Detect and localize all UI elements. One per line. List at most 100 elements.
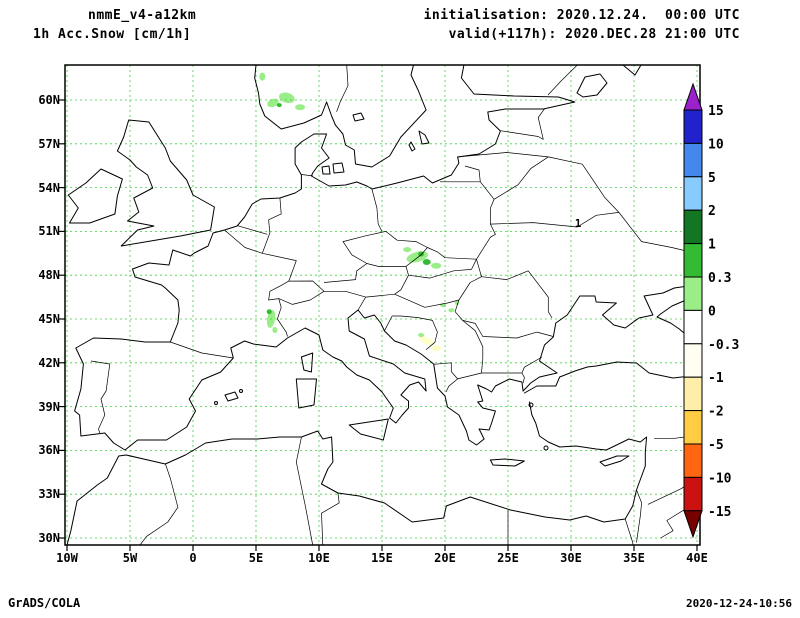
border-ukraine-hungary	[476, 259, 482, 277]
snow-patch-czechia-slovakia	[422, 259, 431, 266]
y-tick-label: 30N	[38, 531, 60, 545]
y-tick-label: 36N	[38, 443, 60, 458]
border-croatia-bosnia	[384, 315, 438, 350]
border-slovenia-austria	[357, 296, 367, 311]
border-poland-east	[440, 181, 496, 260]
border-spain-france	[170, 341, 234, 359]
y-tick-label: 54N	[38, 180, 60, 195]
lake-vanern	[352, 112, 365, 122]
border-switzerland	[268, 280, 325, 305]
island-zealand	[332, 162, 345, 174]
snow-patch-montenegro	[419, 336, 435, 346]
island-gotland	[418, 130, 430, 145]
snow-patch-southern-norway	[295, 104, 306, 111]
model-name: nmmE_v4-a12km	[88, 8, 197, 23]
border-turkey-greece	[521, 372, 525, 384]
island-sardinia	[295, 378, 317, 409]
border-turkey-bulgaria	[521, 356, 543, 374]
valid-time-text: valid(+117h): 2020.DEC.28 21:00 UTC	[448, 27, 740, 42]
border-lithuania-belarus	[493, 156, 549, 200]
x-tick-label: 40E	[686, 551, 708, 565]
x-tick-label: 15E	[371, 551, 393, 565]
colorbar-arrow-bottom	[683, 510, 703, 539]
colorbar-tick-label: 0.3	[708, 271, 731, 286]
border-israel-jordan	[636, 489, 642, 543]
x-tick-label: 30E	[560, 551, 582, 565]
border-hungary-croatia-serbia	[394, 293, 459, 308]
colorbar-tick-label: 1	[708, 238, 716, 253]
coastlines-layer	[66, 64, 700, 546]
border-czechia	[342, 231, 428, 267]
snow-patch-banat	[448, 308, 455, 313]
lake-onega	[622, 64, 642, 76]
colorbar-tick-label: 5	[708, 171, 716, 186]
coastline-mediterranean-north	[124, 309, 524, 451]
x-tick-label: 25E	[497, 551, 519, 565]
border-romania-west-danube	[454, 299, 554, 339]
colorbar-arrow-top	[683, 82, 703, 111]
coastline-blacksea-west	[522, 285, 700, 392]
axis-ticks-layer	[59, 99, 698, 551]
colorbar-segment	[683, 309, 703, 345]
y-tick-label: 57N	[38, 136, 60, 151]
border-latvia-lithuania	[457, 152, 549, 158]
x-tick-label: 5E	[248, 551, 264, 565]
border-germany-austria	[323, 263, 368, 283]
snow-patch-montenegro	[431, 345, 442, 352]
border-finland-russia	[547, 64, 578, 96]
border-france-italy	[277, 298, 288, 337]
border-slovakia	[408, 247, 477, 279]
colorbar-tick-label: -1	[708, 371, 724, 386]
island-lesbos	[528, 402, 534, 408]
credit-text: GrADS/COLA	[8, 596, 81, 610]
colorbar-tick-label: -15	[708, 505, 731, 520]
border-estonia-russia	[537, 108, 545, 140]
colorbar-segment	[683, 343, 703, 378]
y-tick-label: 60N	[38, 93, 60, 107]
island-ibiza	[214, 401, 218, 405]
coastline-turkey-levant-africa	[66, 401, 648, 546]
map-frame	[64, 64, 701, 546]
island-menorca	[239, 389, 243, 393]
colorbar-tick-label: 2	[708, 204, 716, 219]
y-tick-label: 45N	[38, 312, 60, 326]
border-serbia-east	[462, 320, 484, 374]
island-britain	[116, 119, 215, 247]
colorbar-segment	[683, 176, 703, 211]
colorbar-segment	[683, 376, 703, 412]
coastline-scandinavia	[254, 64, 427, 168]
colorbar-tick-label: 10	[708, 137, 724, 152]
product-title: 1h Acc.Snow [cm/1h]	[33, 27, 192, 42]
island-cyprus	[599, 455, 630, 467]
colorbar-segment	[683, 142, 703, 178]
border-morocco-algeria	[139, 463, 179, 546]
border-greece-macedonia	[445, 372, 482, 393]
snow-patch-czechia-slovakia	[431, 262, 442, 269]
x-tick-label: 10E	[308, 551, 330, 565]
colorbar-segment	[683, 209, 703, 245]
colorbar-segment	[683, 443, 703, 478]
border-norway-sweden	[336, 64, 349, 112]
border-macedonia-albania	[433, 362, 458, 380]
border-germany-denmark	[301, 174, 313, 177]
border-algeria-tunisia	[295, 437, 314, 546]
border-netherlands-germany	[261, 197, 282, 254]
colorbar-segment	[683, 276, 703, 311]
snow-patch-western-norway	[259, 72, 266, 81]
map-canvas: 1	[59, 64, 701, 551]
island-funen	[321, 165, 331, 175]
border-austria-italy	[324, 290, 366, 298]
x-tick-label: 35E	[623, 551, 645, 565]
island-oland	[408, 141, 416, 152]
snow-patch-southern-norway	[279, 92, 295, 104]
border-france-germany	[262, 252, 297, 282]
border-portugal-spain	[90, 360, 111, 434]
init-time-text: initialisation: 2020.12.24. 00:00 UTC	[423, 8, 740, 23]
snow-shading-layer	[259, 72, 459, 352]
border-germany-poland	[371, 188, 383, 232]
snow-patch-bosnia	[418, 333, 425, 338]
y-tick-label: 33N	[38, 487, 60, 502]
colorbar-segment	[683, 109, 703, 144]
grid-lines-layer	[65, 65, 700, 545]
